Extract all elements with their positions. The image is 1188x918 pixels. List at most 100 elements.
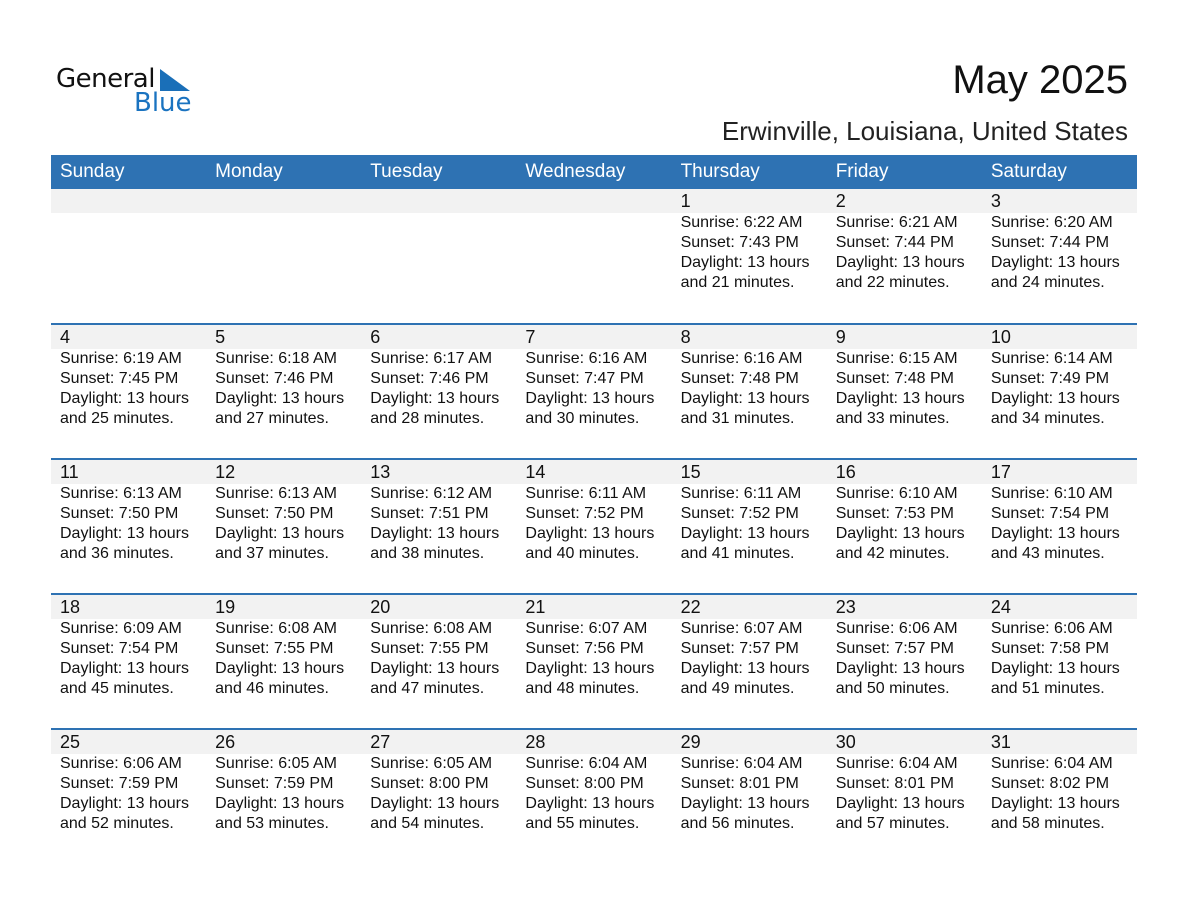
day-cell-8: 8 Sunrise: 6:16 AM Sunset: 7:48 PM Daylight… [672, 325, 827, 458]
day-cell-14: 14 Sunrise: 6:11 AM Sunset: 7:52 PM Dayligh… [516, 460, 671, 593]
sunrise-text: Sunrise: 6:05 AM [215, 755, 337, 772]
daylight-text: Daylight: 13 hours [990, 390, 1120, 407]
sunrise-text: Sunrise: 6:16 AM [525, 350, 648, 367]
daylight-minutes-text: and 31 minutes. [680, 410, 795, 427]
sunrise-text: Sunrise: 6:11 AM [680, 485, 802, 502]
day-number: 21 [525, 597, 546, 617]
sunrise-text: Sunrise: 6:10 AM [990, 485, 1113, 502]
day-cell-22: 22 Sunrise: 6:07 AM Sunset: 7:57 PM Dayligh… [672, 595, 827, 728]
day-cell-16: 16 Sunrise: 6:10 AM Sunset: 7:53 PM Dayligh… [827, 460, 982, 593]
sunset-text: Sunset: 8:00 PM [525, 775, 644, 792]
day-number: 29 [680, 732, 701, 752]
weekday-thursday: Thursday [680, 161, 760, 182]
week-row: 11 Sunrise: 6:13 AM Sunset: 7:50 PM Dayligh… [51, 458, 1137, 593]
daylight-text: Daylight: 13 hours [60, 390, 189, 407]
daylight-minutes-text: and 56 minutes. [680, 815, 795, 832]
sunset-text: Sunset: 7:46 PM [370, 370, 489, 387]
day-cell-9: 9 Sunrise: 6:15 AM Sunset: 7:48 PM Daylight… [827, 325, 982, 458]
empty-day-cell [361, 189, 516, 323]
sunrise-text: Sunrise: 6:04 AM [835, 755, 958, 772]
daylight-minutes-text: and 49 minutes. [680, 680, 795, 697]
daylight-text: Daylight: 13 hours [60, 795, 189, 812]
sunrise-text: Sunrise: 6:04 AM [525, 755, 648, 772]
empty-day-cell [516, 189, 671, 323]
daylight-minutes-text: and 47 minutes. [370, 680, 485, 697]
weekday-monday: Monday [215, 161, 283, 182]
daylight-text: Daylight: 13 hours [370, 390, 500, 407]
sunset-text: Sunset: 7:57 PM [680, 640, 799, 657]
day-cell-12: 12 Sunrise: 6:13 AM Sunset: 7:50 PM Dayligh… [206, 460, 361, 593]
day-cell-10: 10 Sunrise: 6:14 AM Sunset: 7:49 PM Dayligh… [982, 325, 1137, 458]
day-number: 26 [215, 732, 236, 752]
weekday-tuesday: Tuesday [370, 161, 443, 182]
daylight-minutes-text: and 53 minutes. [215, 815, 329, 832]
sunset-text: Sunset: 7:54 PM [990, 505, 1110, 522]
day-number: 13 [370, 462, 391, 482]
sunrise-text: Sunrise: 6:18 AM [215, 350, 337, 367]
daylight-minutes-text: and 58 minutes. [990, 815, 1105, 832]
day-number: 6 [370, 327, 381, 347]
day-cell-5: 5 Sunrise: 6:18 AM Sunset: 7:46 PM Daylight… [206, 325, 361, 458]
sunset-text: Sunset: 7:47 PM [525, 370, 644, 387]
daylight-text: Daylight: 13 hours [990, 254, 1120, 271]
sunset-text: Sunset: 7:56 PM [525, 640, 644, 657]
day-number: 16 [835, 462, 856, 482]
daylight-text: Daylight: 13 hours [370, 660, 500, 677]
weekday-header: Sunday Monday Tuesday Wednesday Thursday Frid… [51, 155, 1137, 189]
day-cell-3: 3 Sunrise: 6:20 AM Sunset: 7:44 PM Daylight… [982, 189, 1137, 323]
day-cell-7: 7 Sunrise: 6:16 AM Sunset: 7:47 PM Daylight… [516, 325, 671, 458]
daylight-minutes-text: and 52 minutes. [60, 815, 174, 832]
logo-word-blue: Blue [134, 88, 192, 118]
sunrise-text: Sunrise: 6:05 AM [370, 755, 493, 772]
sunset-text: Sunset: 7:58 PM [990, 640, 1110, 657]
sunrise-text: Sunrise: 6:11 AM [525, 485, 647, 502]
day-cell-18: 18 Sunrise: 6:09 AM Sunset: 7:54 PM Dayligh… [51, 595, 206, 728]
sunset-text: Sunset: 7:57 PM [835, 640, 954, 657]
weekday-wednesday: Wednesday [525, 161, 626, 182]
day-cell-29: 29 Sunrise: 6:04 AM Sunset: 8:01 PM Dayligh… [672, 730, 827, 863]
day-number: 17 [990, 462, 1011, 482]
day-cell-20: 20 Sunrise: 6:08 AM Sunset: 7:55 PM Dayligh… [361, 595, 516, 728]
day-number: 28 [525, 732, 546, 752]
daylight-text: Daylight: 13 hours [680, 525, 810, 542]
day-number: 9 [835, 327, 846, 347]
day-cell-2: 2 Sunrise: 6:21 AM Sunset: 7:44 PM Daylight… [827, 189, 982, 323]
daylight-minutes-text: and 37 minutes. [215, 545, 329, 562]
day-number: 8 [680, 327, 691, 347]
sunrise-text: Sunrise: 6:20 AM [990, 214, 1113, 231]
weekday-friday: Friday [835, 161, 889, 182]
sunrise-text: Sunrise: 6:21 AM [835, 214, 958, 231]
sunset-text: Sunset: 8:02 PM [990, 775, 1110, 792]
daylight-minutes-text: and 45 minutes. [60, 680, 174, 697]
day-number: 10 [990, 327, 1011, 347]
day-cell-31: 31 Sunrise: 6:04 AM Sunset: 8:02 PM Dayligh… [982, 730, 1137, 863]
day-cell-1: 1 Sunrise: 6:22 AM Sunset: 7:43 PM Daylight… [672, 189, 827, 323]
empty-day-cell [51, 189, 206, 323]
day-cell-21: 21 Sunrise: 6:07 AM Sunset: 7:56 PM Dayligh… [516, 595, 671, 728]
daylight-text: Daylight: 13 hours [835, 390, 965, 407]
daylight-minutes-text: and 33 minutes. [835, 410, 950, 427]
day-number: 25 [60, 732, 81, 752]
logo: General Blue [56, 64, 196, 120]
sunset-text: Sunset: 7:50 PM [60, 505, 179, 522]
daylight-text: Daylight: 13 hours [525, 660, 655, 677]
sunrise-text: Sunrise: 6:04 AM [680, 755, 803, 772]
daylight-minutes-text: and 51 minutes. [990, 680, 1105, 697]
daylight-text: Daylight: 13 hours [680, 390, 810, 407]
day-number: 23 [835, 597, 856, 617]
week-row: 18 Sunrise: 6:09 AM Sunset: 7:54 PM Dayligh… [51, 593, 1137, 728]
logo-word-general: General [56, 64, 155, 94]
sunset-text: Sunset: 7:49 PM [990, 370, 1110, 387]
daylight-text: Daylight: 13 hours [680, 254, 810, 271]
day-cell-24: 24 Sunrise: 6:06 AM Sunset: 7:58 PM Dayligh… [982, 595, 1137, 728]
daylight-text: Daylight: 13 hours [215, 390, 345, 407]
sunrise-text: Sunrise: 6:13 AM [60, 485, 182, 502]
sunset-text: Sunset: 7:50 PM [215, 505, 334, 522]
sunset-text: Sunset: 7:46 PM [215, 370, 334, 387]
sunset-text: Sunset: 7:48 PM [680, 370, 799, 387]
day-number: 27 [370, 732, 391, 752]
sunset-text: Sunset: 7:45 PM [60, 370, 179, 387]
sunrise-text: Sunrise: 6:04 AM [990, 755, 1113, 772]
daylight-minutes-text: and 50 minutes. [835, 680, 950, 697]
sunrise-text: Sunrise: 6:15 AM [835, 350, 958, 367]
